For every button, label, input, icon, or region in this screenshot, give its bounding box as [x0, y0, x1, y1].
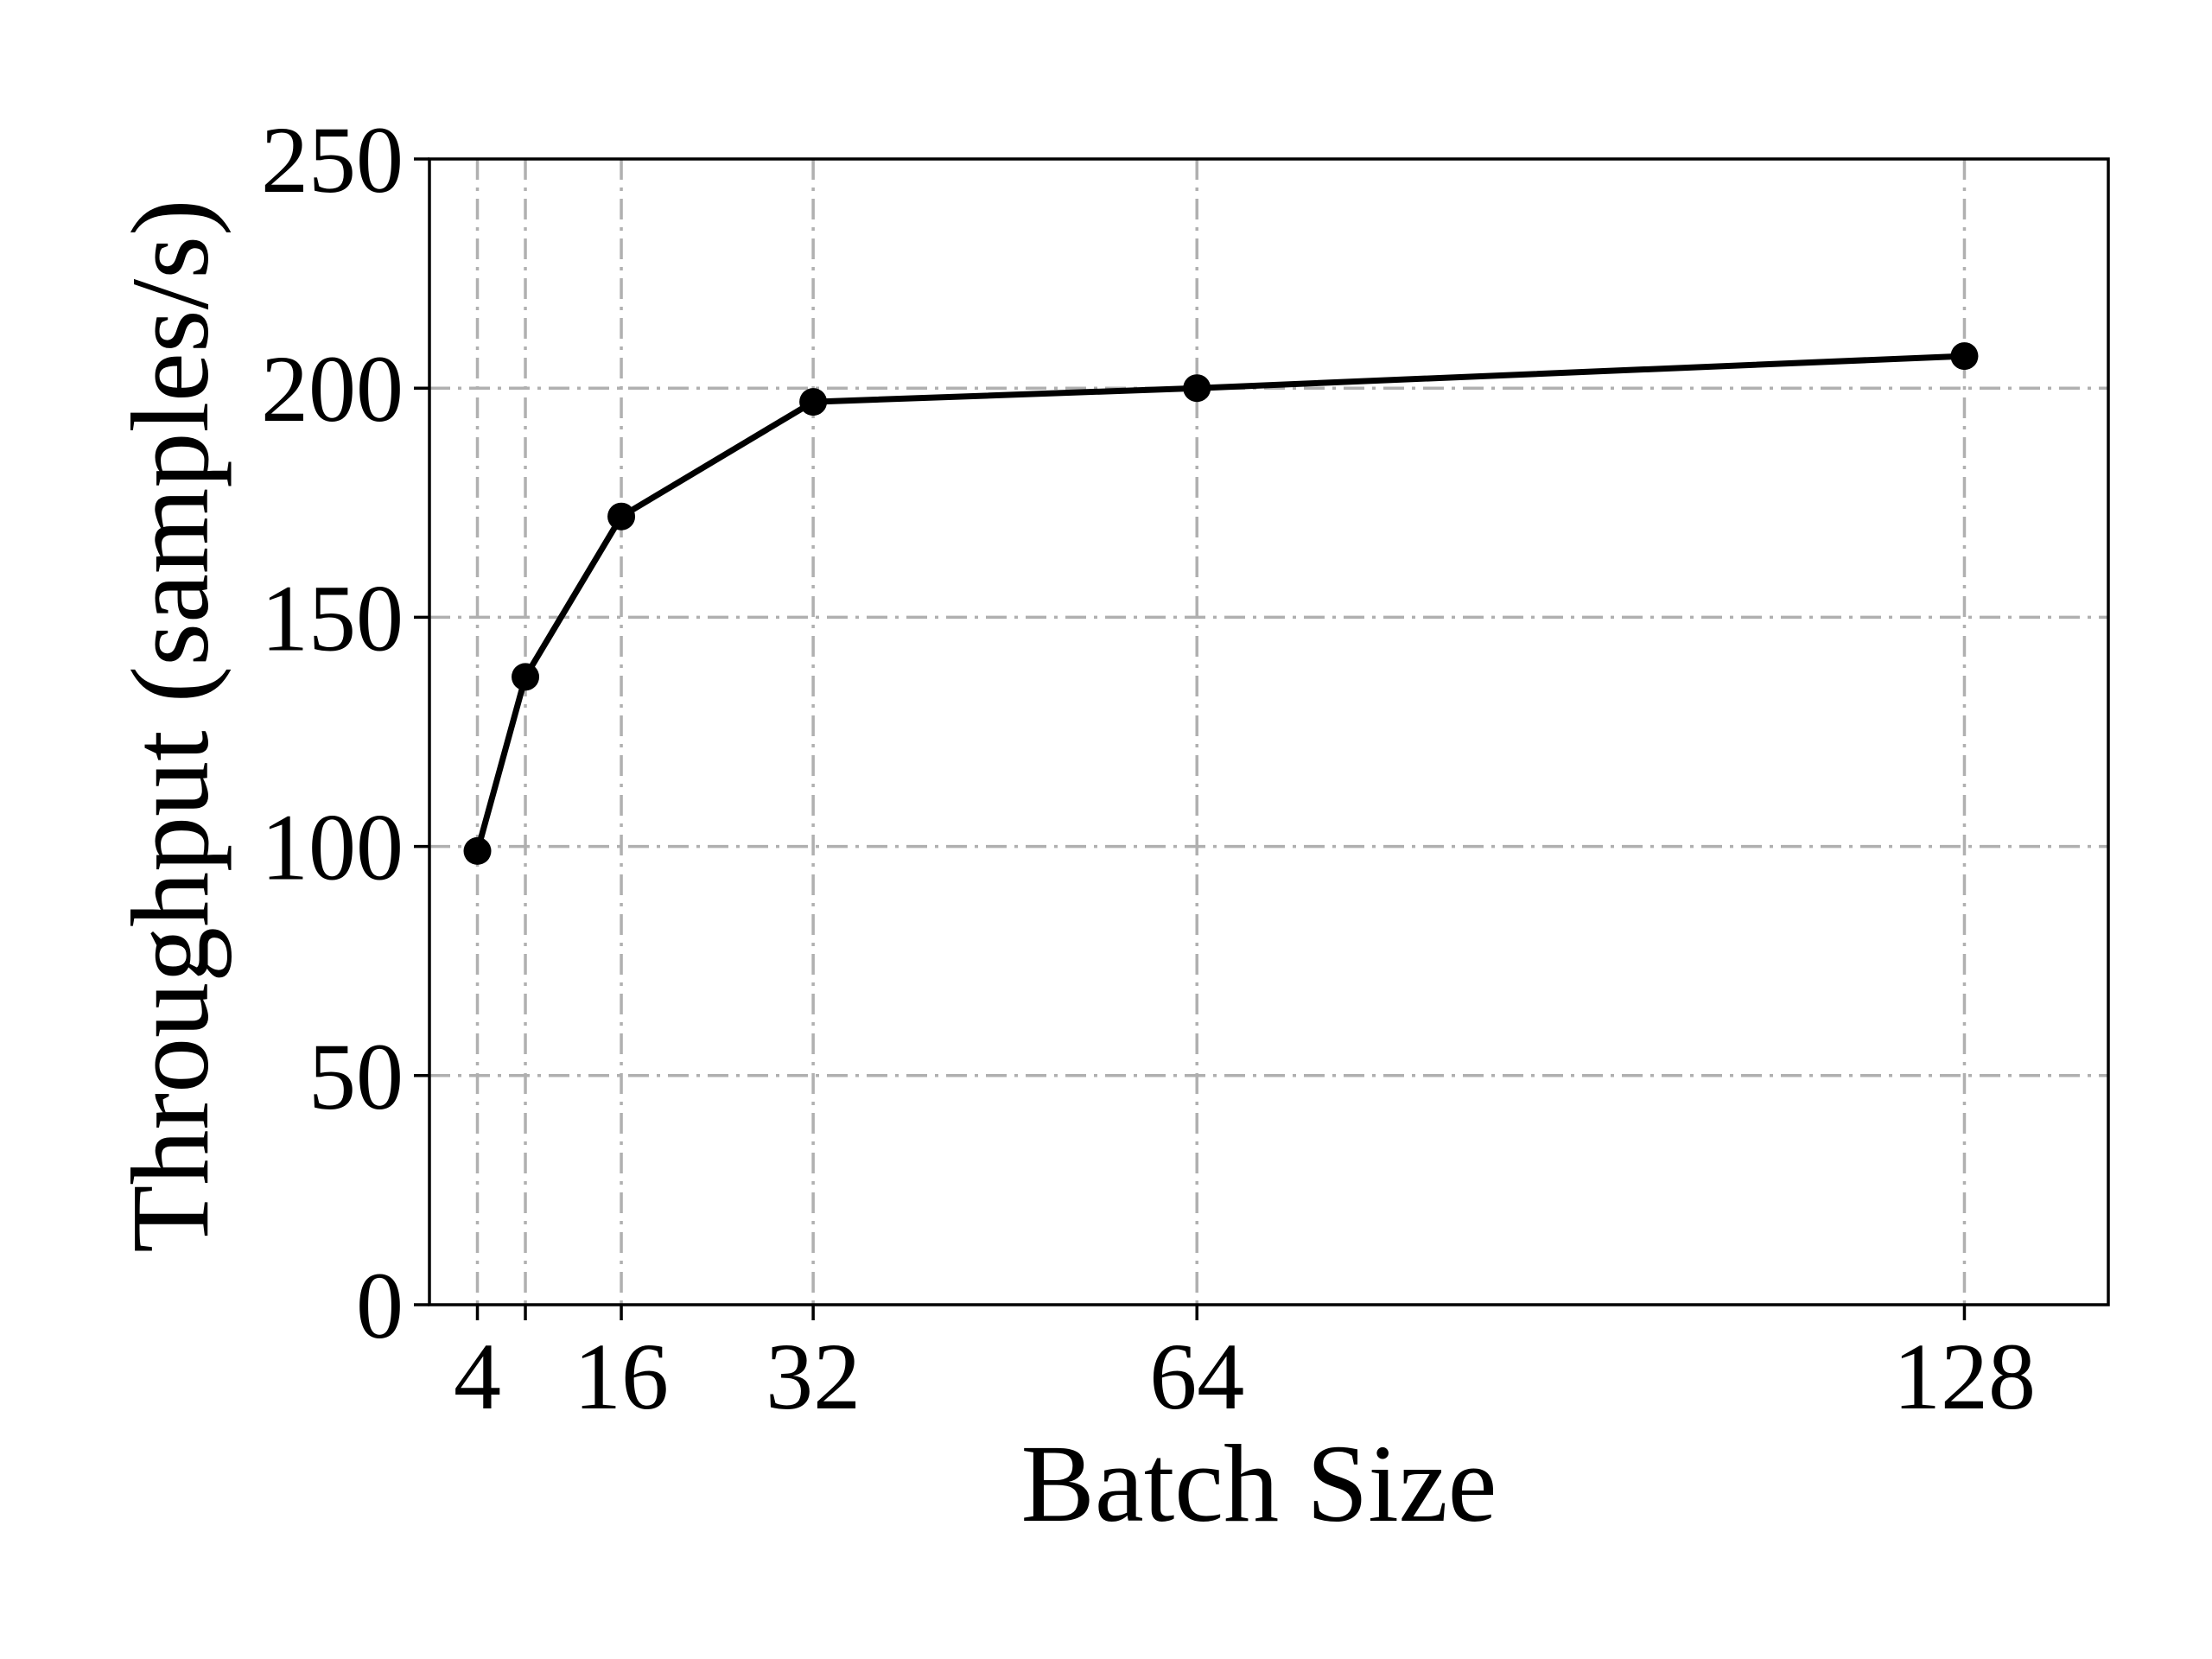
y-tick-label-50: 50: [308, 1024, 404, 1129]
plot-frame: [428, 157, 2110, 1306]
y-tick-label-0: 0: [356, 1253, 404, 1358]
x-tick-label-64: 64: [1149, 1324, 1244, 1429]
x-tick-label-16: 16: [574, 1324, 669, 1429]
axes-layer: [414, 157, 2110, 1320]
x-tick-label-32: 32: [766, 1324, 861, 1429]
y-tick-label-250: 250: [261, 107, 404, 213]
grid-layer: [429, 159, 2108, 1305]
x-tick-label-4: 4: [454, 1324, 501, 1429]
data-point-64: [1183, 374, 1211, 403]
x-axis-label: Batch Size: [1021, 1422, 1497, 1545]
data-point-128: [1950, 342, 1979, 371]
y-tick-label-100: 100: [261, 795, 404, 900]
y-tick-label-150: 150: [261, 565, 404, 671]
series-line-0: [474, 353, 1967, 855]
series-layer: [463, 342, 1979, 865]
data-point-16: [607, 502, 636, 531]
x-tick-label-128: 128: [1893, 1324, 2036, 1429]
y-tick-label-200: 200: [261, 336, 404, 442]
y-axis-label: Throughput (samples/s): [109, 199, 232, 1252]
labels-layer: Batch Size Throughput (samples/s) 0 50 100…: [109, 107, 2036, 1545]
data-point-32: [799, 388, 828, 416]
data-point-4: [463, 836, 492, 865]
data-point-8: [512, 663, 540, 691]
